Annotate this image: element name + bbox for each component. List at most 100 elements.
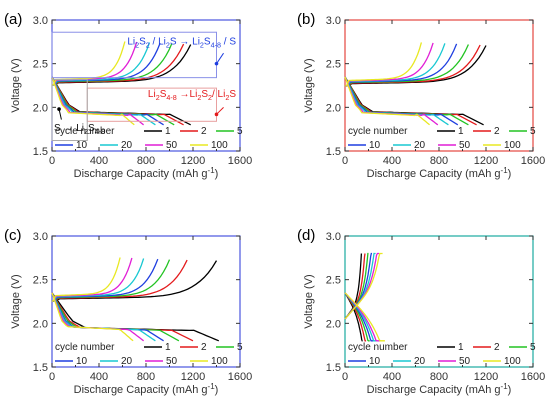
x-axis-label: Discharge Capacity (mAh g-1): [74, 166, 219, 180]
x-tick-label: 1600: [228, 371, 252, 383]
legend-label: 50: [459, 140, 471, 151]
legend-label: 20: [121, 140, 133, 151]
legend-label: 1: [165, 126, 171, 137]
x-tick-label: 800: [137, 155, 155, 167]
y-tick-label: 2.5: [33, 59, 48, 71]
x-tick-label: 0: [49, 155, 55, 167]
chart-panel-b: (b) 1.5 2.0 2.5 3.0 0 400 800 1200 1600 Discharge …: [297, 11, 545, 180]
x-tick-label: 400: [383, 371, 401, 383]
legend-label: 5: [237, 126, 243, 137]
y-axis-label: Voltage (V): [10, 274, 22, 328]
x-tick-label: 1200: [181, 371, 205, 383]
y-tick-label: 3.0: [33, 231, 48, 243]
x-axis-label: Discharge Capacity (mAh g-1): [367, 166, 512, 180]
y-tick-label: 3.0: [326, 231, 341, 243]
legend-label: 2: [201, 342, 207, 353]
legend-label: 50: [459, 356, 471, 367]
x-tick-label: 0: [342, 371, 348, 383]
legend: cycle number 1 2 5 10 20 50 100: [348, 342, 536, 367]
x-tick-label: 800: [430, 371, 448, 383]
y-tick-label: 1.5: [326, 362, 341, 374]
x-tick-label: 1200: [474, 155, 498, 167]
annotation-arrow-black: [58, 108, 62, 120]
legend-label: 5: [530, 126, 536, 137]
discharge-curve-cycle-100: [51, 76, 135, 126]
panel-label: (b): [297, 11, 315, 28]
legend-label: 50: [166, 140, 178, 151]
chart-panel-a: (a) 1.5 2.0 2.5 3.0 0 400 800 1200 1600 Discharge …: [4, 11, 252, 180]
legend-label: 20: [414, 356, 426, 367]
series-group: [344, 42, 487, 126]
series-group: [344, 252, 385, 342]
x-axis-label: Discharge Capacity (mAh g-1): [367, 382, 512, 396]
discharge-curve-cycle-100: [344, 292, 385, 342]
legend-label: 2: [494, 342, 500, 353]
legend-label: 20: [414, 140, 426, 151]
charge-curve-cycle-100: [344, 252, 383, 320]
legend-title: cycle number: [348, 342, 408, 353]
x-tick-label: 0: [342, 155, 348, 167]
annotation-text-red: Li2S4-8 →Li2S2/ Li2S: [148, 89, 236, 102]
legend: cycle number 1 2 5 10 20 50 100: [348, 126, 536, 151]
x-tick-label: 800: [430, 155, 448, 167]
panel-label: (c): [4, 227, 22, 244]
discharge-curve-cycle-100: [344, 76, 431, 126]
legend: cycle number 1 2 5 10 20 50 100: [55, 126, 243, 151]
y-axis-label: Voltage (V): [303, 58, 315, 112]
y-tick-label: 2.0: [33, 318, 48, 330]
legend-title: cycle number: [55, 342, 115, 353]
legend-label: 10: [76, 140, 88, 151]
x-tick-label: 400: [90, 155, 108, 167]
legend-label: 1: [165, 342, 171, 353]
plot-frame: [51, 19, 241, 152]
annotation-text-black: S → Li2S4-8: [54, 123, 105, 136]
annotation-box-blue: [51, 31, 217, 79]
x-tick-label: 800: [137, 371, 155, 383]
x-tick-label: 1200: [181, 155, 205, 167]
legend-label: 50: [166, 356, 178, 367]
panel-label: (a): [4, 11, 22, 28]
x-tick-label: 1600: [521, 155, 545, 167]
legend-title: cycle number: [55, 126, 115, 137]
y-tick-label: 2.5: [326, 275, 341, 287]
y-tick-label: 2.0: [326, 102, 341, 114]
annotation-arrow-blue: [216, 52, 224, 64]
chart-panel-c: (c) 1.5 2.0 2.5 3.0 0 400 800 1200 1600 Discharge …: [4, 227, 252, 396]
series-group: [51, 41, 192, 126]
legend-label: 2: [494, 126, 500, 137]
legend-label: 100: [504, 140, 521, 151]
x-axis-label: Discharge Capacity (mAh g-1): [74, 382, 219, 396]
legend-label: 5: [530, 342, 536, 353]
charge-curve-cycle-100: [344, 42, 423, 87]
y-axis-label: Voltage (V): [10, 58, 22, 112]
x-tick-label: 0: [49, 371, 55, 383]
annotation-dot-blue: [214, 61, 219, 66]
legend-label: 1: [458, 126, 464, 137]
y-tick-label: 1.5: [33, 362, 48, 374]
legend: cycle number 1 2 5 10 20 50 100: [55, 342, 243, 367]
annotation-text-blue: Li2S2 / Li2S → Li2S4-8 / S: [127, 36, 236, 49]
annotation-box-black: [51, 78, 88, 142]
legend-title: cycle number: [348, 126, 408, 137]
x-tick-label: 400: [383, 155, 401, 167]
legend-label: 20: [121, 356, 133, 367]
annotations: Li2S2 / Li2S → Li2S4-8 / S Li2S4-8 →Li2S2…: [51, 31, 236, 142]
legend-label: 2: [201, 126, 207, 137]
y-tick-label: 3.0: [33, 15, 48, 27]
series-group: [51, 257, 220, 342]
legend-label: 10: [369, 140, 381, 151]
y-tick-label: 2.5: [33, 275, 48, 287]
panel-label: (d): [297, 227, 315, 244]
legend-label: 10: [369, 356, 381, 367]
legend-label: 100: [504, 356, 521, 367]
legend-label: 10: [76, 356, 88, 367]
legend-label: 100: [211, 356, 228, 367]
annotation-dot-red: [214, 112, 219, 117]
y-tick-label: 1.5: [33, 146, 48, 158]
plot-frame: [344, 19, 534, 152]
charge-curve-cycle-100: [51, 257, 121, 303]
y-tick-label: 2.0: [33, 102, 48, 114]
y-tick-label: 1.5: [326, 146, 341, 158]
x-tick-label: 400: [90, 371, 108, 383]
